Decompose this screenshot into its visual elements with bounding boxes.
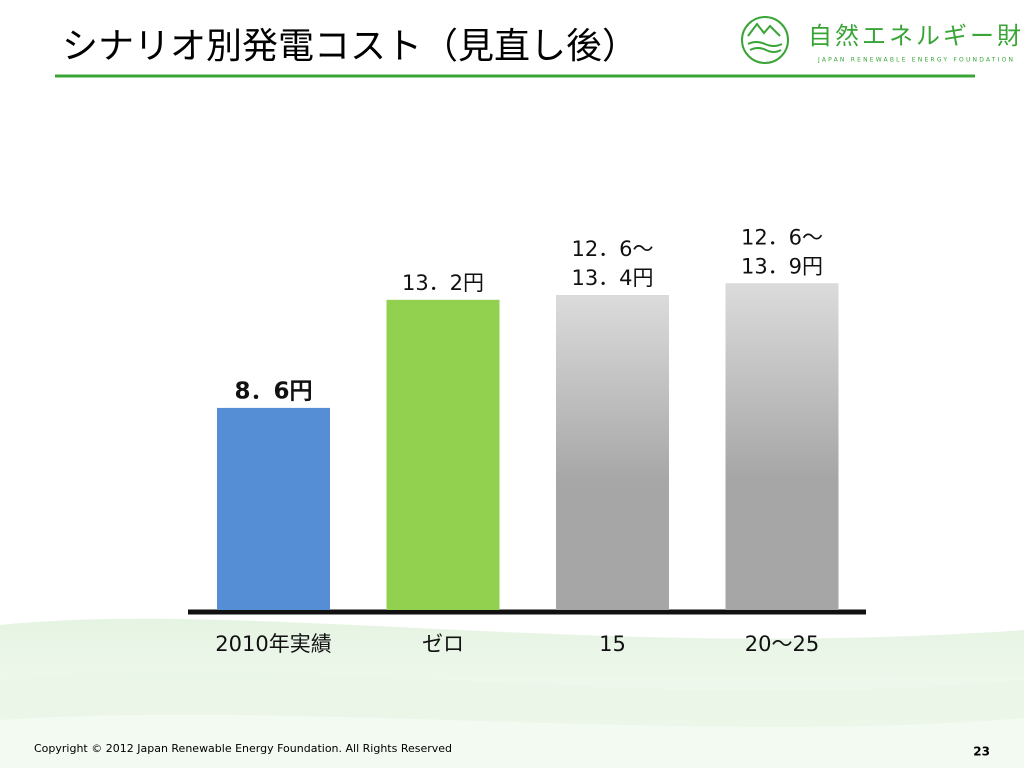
- value-label: 13．4円: [571, 266, 653, 290]
- value-label: 12．6～: [571, 237, 653, 261]
- x-tick-label: 15: [599, 632, 626, 656]
- value-label: 13．9円: [741, 254, 823, 278]
- bar: [386, 299, 500, 610]
- title: シナリオ別発電コスト（見直し後）: [62, 26, 638, 67]
- x-tick-label: 2010年実績: [215, 632, 331, 656]
- bar-shine: [725, 283, 839, 610]
- copyright: Copyright © 2012 Japan Renewable Energy …: [34, 742, 452, 755]
- x-tick-label: ゼロ: [422, 632, 464, 656]
- background-waves: [0, 618, 1024, 768]
- value-label: 12．6～: [741, 225, 823, 249]
- x-tick-label: 20～25: [745, 632, 819, 656]
- logo-subtitle: JAPAN RENEWABLE ENERGY FOUNDATION: [817, 57, 1015, 64]
- value-label: 8．6円: [234, 378, 312, 404]
- bar: [217, 407, 330, 610]
- logo-icon: [741, 16, 789, 64]
- logo-name: 自然エネルギー財団: [808, 22, 1024, 50]
- bar-shine: [556, 295, 669, 610]
- page-number: 23: [973, 745, 990, 759]
- value-label: 13．2円: [402, 271, 484, 295]
